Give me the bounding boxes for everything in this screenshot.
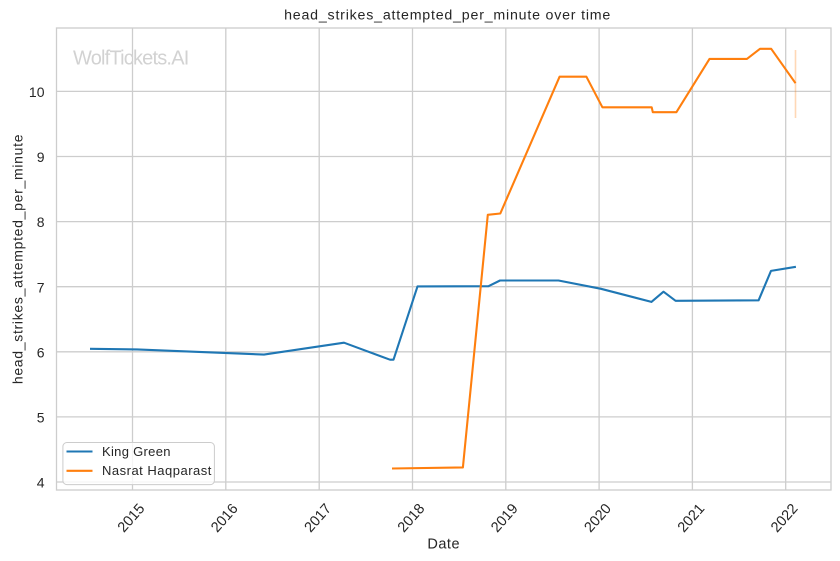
- svg-text:7: 7: [37, 279, 45, 295]
- svg-text:10: 10: [29, 84, 45, 100]
- svg-text:head_strikes_attempted_per_min: head_strikes_attempted_per_minute over t…: [284, 8, 611, 24]
- svg-text:Date: Date: [427, 537, 460, 553]
- svg-text:head_strikes_attempted_per_min: head_strikes_attempted_per_minute: [10, 134, 26, 384]
- svg-text:6: 6: [37, 344, 45, 360]
- svg-text:5: 5: [37, 410, 45, 426]
- svg-text:4: 4: [37, 475, 45, 491]
- svg-text:8: 8: [37, 214, 45, 230]
- svg-text:Nasrat Haqparast: Nasrat Haqparast: [102, 463, 212, 478]
- svg-text:9: 9: [37, 149, 45, 165]
- svg-text:WolfTickets.AI: WolfTickets.AI: [73, 48, 189, 70]
- svg-text:King Green: King Green: [102, 444, 171, 459]
